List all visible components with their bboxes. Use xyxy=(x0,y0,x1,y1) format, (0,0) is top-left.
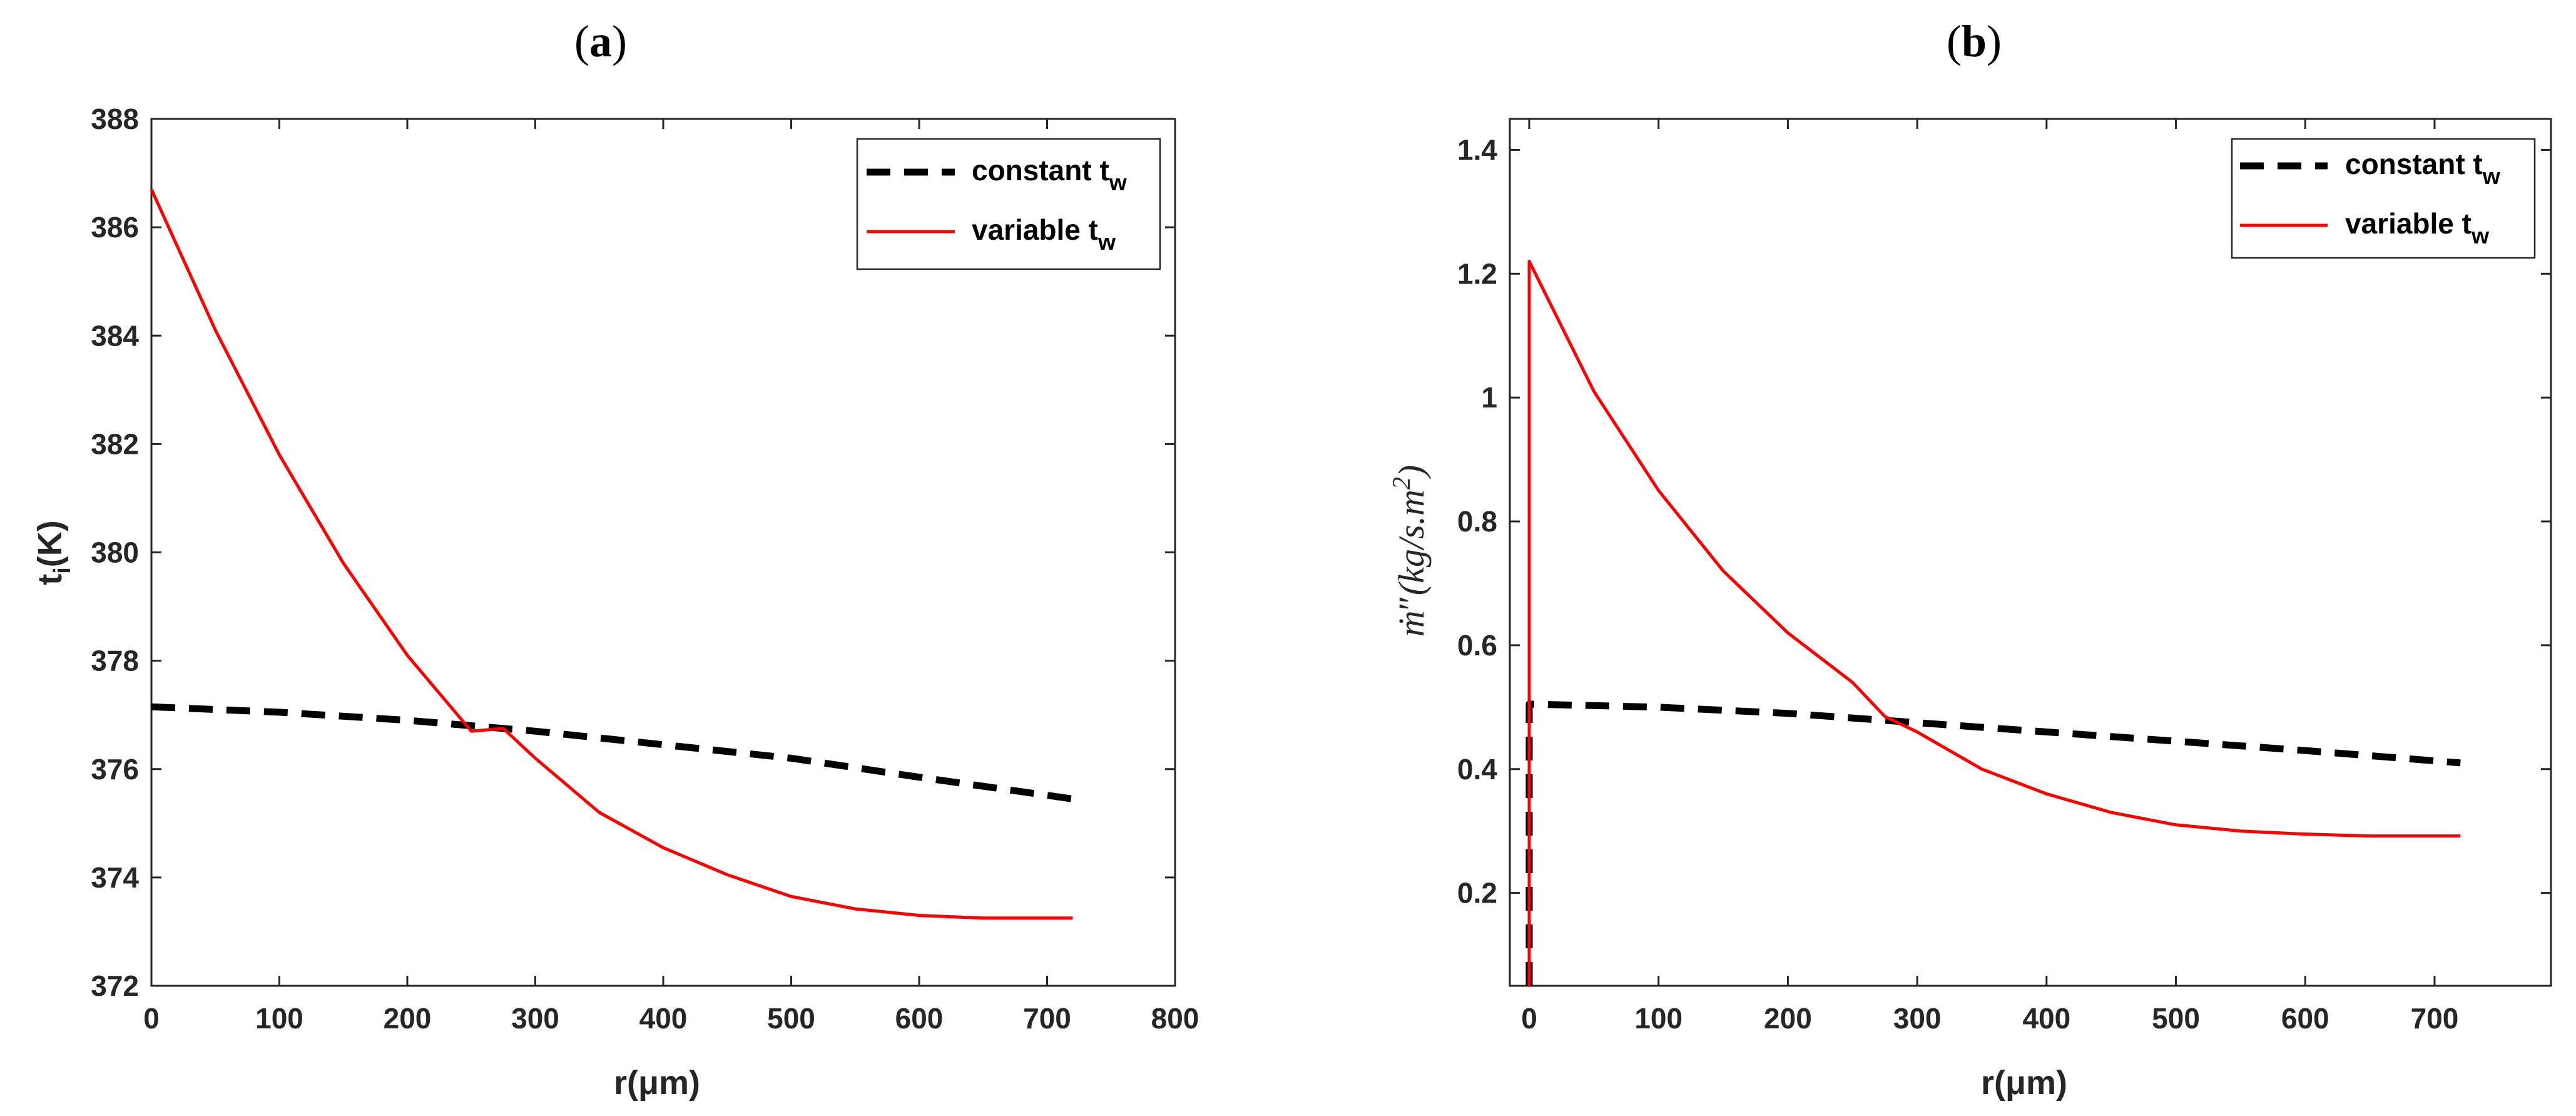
x-tick-label-b-6: 600 xyxy=(2281,1002,2329,1035)
x-tick-label-b-0: 0 xyxy=(1521,1002,1537,1035)
legend-box-b xyxy=(2231,138,2536,259)
panel-a-label: (a) xyxy=(574,16,627,66)
y-tick-labels-a: 372 374 376 378 380 382 384 386 388 xyxy=(91,103,139,1002)
x-tick-label-a-1: 100 xyxy=(255,1002,303,1035)
y-tick-label-b-2: 0.6 xyxy=(1457,629,1497,662)
legend-label-constant-a: constant tw xyxy=(972,154,1128,195)
y-tick-label-b-6: 1.4 xyxy=(1457,133,1497,166)
y-tick-label-a-0: 372 xyxy=(91,970,139,1002)
y-tick-label-b-3: 0.8 xyxy=(1457,505,1497,538)
ticks-a xyxy=(150,118,1176,987)
x-tick-label-a-2: 200 xyxy=(384,1002,432,1035)
y-tick-label-a-7: 386 xyxy=(91,211,139,243)
x-tick-label-b-5: 500 xyxy=(2152,1002,2200,1035)
series-a xyxy=(150,188,1074,920)
x-tick-label-b-7: 700 xyxy=(2411,1002,2459,1035)
x-tick-label-a-5: 500 xyxy=(767,1002,815,1035)
series-line-a-variable xyxy=(150,188,1073,920)
x-tick-labels-b: 0 100 200 300 400 500 600 700 xyxy=(1521,1002,2458,1035)
y-tick-label-a-3: 378 xyxy=(91,645,139,677)
legend-label-variable-b: variable tw xyxy=(2345,207,2490,248)
ticks-b xyxy=(1510,119,2551,986)
x-tick-labels-a: 0 100 200 300 400 500 600 700 800 xyxy=(143,1002,1199,1035)
legend-b: constant tw variable tw xyxy=(2231,138,2536,259)
y-axis-label-a: ti(K) xyxy=(31,520,76,585)
panel-b-label: (b) xyxy=(1947,16,2002,66)
series-line-b-constant xyxy=(1525,700,2461,986)
x-tick-label-a-7: 700 xyxy=(1023,1002,1071,1035)
x-tick-label-b-3: 300 xyxy=(1893,1002,1942,1035)
x-tick-label-a-0: 0 xyxy=(143,1002,160,1035)
x-tick-label-b-4: 400 xyxy=(2022,1002,2070,1035)
y-tick-label-a-4: 380 xyxy=(91,536,139,569)
x-tick-label-b-1: 100 xyxy=(1634,1002,1683,1035)
y-tick-label-a-2: 376 xyxy=(91,753,139,786)
y-tick-labels-b: 0.2 0.4 0.6 0.8 1 1.2 1.4 xyxy=(1457,133,1497,909)
x-axis-label-b: r(μm) xyxy=(1981,1064,2067,1102)
y-tick-label-a-5: 382 xyxy=(91,427,139,460)
x-axis-label-a: r(μm) xyxy=(614,1064,700,1102)
y-tick-label-a-1: 374 xyxy=(91,861,139,894)
y-tick-label-a-8: 388 xyxy=(91,103,139,135)
y-tick-label-b-0: 0.2 xyxy=(1457,877,1497,909)
legend-box-a xyxy=(856,138,1161,270)
legend-label-variable-a: variable tw xyxy=(972,213,1116,255)
y-tick-label-b-4: 1 xyxy=(1481,381,1497,414)
y-tick-label-b-1: 0.4 xyxy=(1457,753,1497,786)
panel-b: (b) 0 100 200 300 400 500 600 700 0.2 0.4 0.6 0.8 1… xyxy=(1387,16,2552,1102)
x-tick-label-b-2: 200 xyxy=(1764,1002,1812,1035)
x-tick-label-a-8: 800 xyxy=(1151,1002,1199,1035)
series-line-b-variable xyxy=(1527,260,2461,986)
legend-a: constant tw variable tw xyxy=(856,138,1161,270)
series-b xyxy=(1525,260,2461,986)
panel-a: (a) 0 100 200 300 400 500 600 700 800 3723743763… xyxy=(31,16,1199,1102)
x-tick-label-a-6: 600 xyxy=(895,1002,944,1035)
x-tick-label-a-3: 300 xyxy=(511,1002,559,1035)
y-tick-label-a-6: 384 xyxy=(91,319,139,352)
y-axis-label-b: ṁ″(kg/s.m2) xyxy=(1387,465,1432,637)
legend-label-constant-b: constant tw xyxy=(2345,148,2501,189)
y-tick-label-b-5: 1.2 xyxy=(1457,257,1497,290)
plot-area-b xyxy=(1509,118,2552,987)
x-tick-label-a-4: 400 xyxy=(639,1002,688,1035)
